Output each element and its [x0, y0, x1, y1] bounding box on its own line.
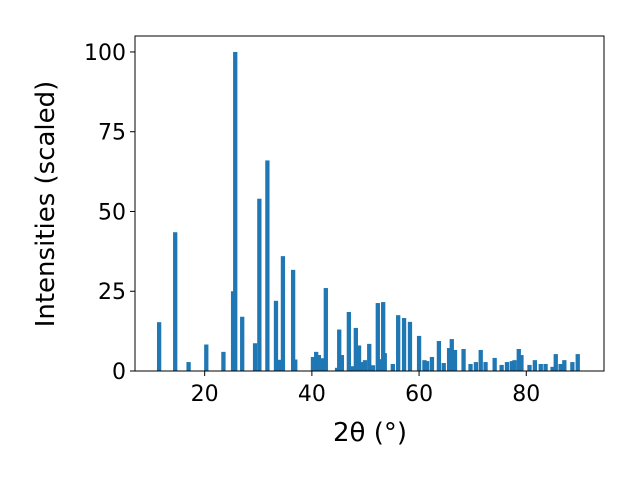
plot-frame — [134, 35, 605, 372]
bar — [449, 339, 454, 371]
bar — [422, 360, 427, 371]
bar — [375, 303, 380, 371]
bar — [339, 355, 345, 371]
bar — [362, 360, 368, 371]
x-tick-label: 80 — [512, 382, 540, 407]
bar — [320, 358, 326, 371]
bar — [504, 362, 510, 371]
y-tick-label: 50 — [98, 200, 126, 225]
bar — [314, 351, 319, 371]
bar — [293, 359, 298, 371]
bar — [359, 362, 364, 371]
bar — [390, 363, 395, 371]
bar — [424, 361, 430, 371]
bar — [382, 353, 387, 371]
bar — [516, 348, 521, 371]
bar — [323, 288, 328, 371]
bar — [240, 316, 245, 371]
bar — [553, 354, 558, 371]
bar — [468, 363, 473, 371]
bar — [562, 360, 567, 371]
bar — [265, 160, 270, 371]
bar — [558, 363, 563, 371]
bar — [351, 366, 356, 371]
bar — [492, 357, 497, 371]
bar — [550, 366, 555, 371]
bar — [316, 355, 321, 371]
bar — [337, 329, 342, 371]
bar — [396, 315, 401, 371]
bar — [346, 311, 352, 371]
bar — [356, 345, 362, 371]
bar — [310, 356, 316, 371]
bar — [478, 349, 483, 371]
bar — [532, 360, 537, 371]
bar — [461, 348, 466, 371]
y-tick-label: 100 — [84, 41, 126, 66]
bar — [436, 341, 442, 371]
bar — [186, 362, 191, 371]
bar — [401, 318, 407, 371]
bar — [519, 355, 524, 371]
bar — [570, 362, 575, 371]
bar — [473, 362, 479, 371]
x-tick-label: 60 — [405, 382, 433, 407]
bar — [156, 322, 162, 371]
bar — [367, 343, 372, 371]
y-axis-label: Intensities (scaled) — [31, 81, 61, 328]
bar — [512, 360, 517, 371]
bar — [509, 361, 514, 371]
bar — [257, 198, 262, 371]
bar — [173, 232, 178, 371]
x-tick-label: 20 — [191, 382, 219, 407]
y-tick-label: 75 — [98, 121, 126, 146]
bar — [407, 321, 413, 371]
bar — [538, 363, 543, 371]
bar — [273, 300, 279, 371]
bar — [543, 363, 548, 371]
bar — [575, 354, 580, 371]
x-tick-label: 40 — [298, 382, 326, 407]
bar — [233, 51, 238, 371]
bar — [277, 359, 282, 371]
bar — [416, 335, 422, 371]
x-axis-label: 2θ (°) — [333, 418, 407, 448]
bar — [252, 343, 258, 371]
bar — [483, 362, 488, 371]
bar — [446, 348, 452, 371]
bar — [290, 269, 296, 371]
bar — [370, 365, 376, 371]
bar — [527, 364, 532, 371]
bar — [441, 363, 446, 371]
bar — [429, 356, 435, 371]
bar — [499, 364, 504, 371]
y-tick-label: 0 — [112, 360, 126, 385]
bar — [452, 349, 458, 371]
bar — [204, 344, 209, 371]
bar — [353, 327, 358, 371]
bar — [221, 351, 226, 371]
bar — [381, 302, 386, 371]
y-tick-label: 25 — [98, 280, 126, 305]
bar — [280, 256, 286, 371]
